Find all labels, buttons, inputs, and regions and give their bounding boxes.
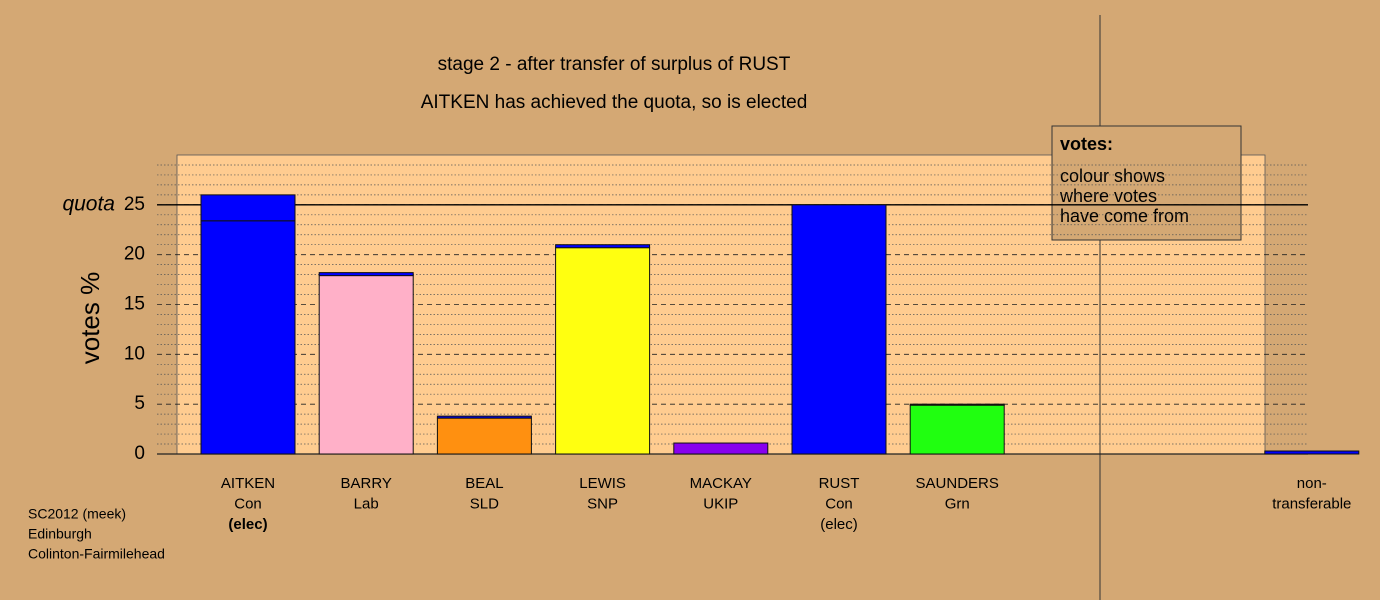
bar-segment [318, 275, 414, 455]
bar-segment [791, 204, 887, 455]
bar-segment [1264, 450, 1360, 455]
x-tick-label: non- [1297, 475, 1327, 492]
bar-segment [200, 220, 296, 455]
x-tick-label: (elec) [820, 516, 858, 533]
x-tick-label: transferable [1272, 495, 1351, 512]
x-tick-label: BEAL [465, 475, 503, 492]
legend-text: where votes [1059, 186, 1157, 206]
legend-box [1051, 125, 1242, 241]
bar-segment [555, 247, 651, 455]
x-tick-label: AITKEN [221, 475, 275, 492]
bar-segment [555, 244, 651, 249]
y-tick-label: 10 [124, 343, 145, 364]
footer-text: Colinton-Fairmilehead [28, 546, 165, 562]
x-tick-label: LEWIS [579, 475, 626, 492]
x-tick-label: UKIP [703, 495, 738, 512]
legend-text: colour shows [1060, 166, 1165, 186]
quota-label: quota [62, 192, 115, 215]
bar-segment [318, 272, 414, 277]
x-tick-label: Con [234, 495, 262, 512]
x-tick-label: SNP [587, 495, 618, 512]
bar-segment [909, 403, 1005, 406]
bar-segment [909, 404, 1005, 455]
bar-segment [673, 442, 769, 455]
chart-title: stage 2 - after transfer of surplus of R… [438, 54, 791, 75]
x-tick-label: SAUNDERS [916, 475, 999, 492]
x-tick-label: RUST [819, 475, 860, 492]
y-tick-label: 15 [124, 294, 145, 315]
x-tick-label: Lab [354, 495, 379, 512]
y-axis-label: votes % [75, 272, 105, 365]
footer-text: SC2012 (meek) [28, 506, 126, 522]
y-tick-label: 25 [124, 194, 145, 215]
bar-segment [200, 194, 296, 222]
x-tick-label: Con [825, 495, 853, 512]
footer-text: Edinburgh [28, 526, 92, 542]
y-tick-label: 0 [134, 443, 145, 464]
bar-segment [436, 415, 532, 419]
x-tick-label: MACKAY [690, 475, 752, 492]
bar-segment [436, 417, 532, 455]
x-tick-label: Grn [945, 495, 970, 512]
legend-title: votes: [1060, 134, 1113, 154]
x-tick-label: SLD [470, 495, 499, 512]
x-tick-label: BARRY [340, 475, 391, 492]
y-tick-label: 20 [124, 244, 145, 265]
legend-text: have come from [1060, 206, 1189, 226]
chart-subtitle: AITKEN has achieved the quota, so is ele… [421, 92, 808, 113]
y-tick-label: 5 [134, 393, 145, 414]
x-tick-label: (elec) [228, 516, 267, 533]
